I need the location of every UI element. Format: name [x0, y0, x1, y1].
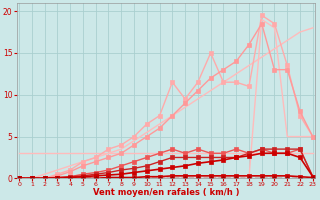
X-axis label: Vent moyen/en rafales ( km/h ): Vent moyen/en rafales ( km/h ): [93, 188, 239, 197]
